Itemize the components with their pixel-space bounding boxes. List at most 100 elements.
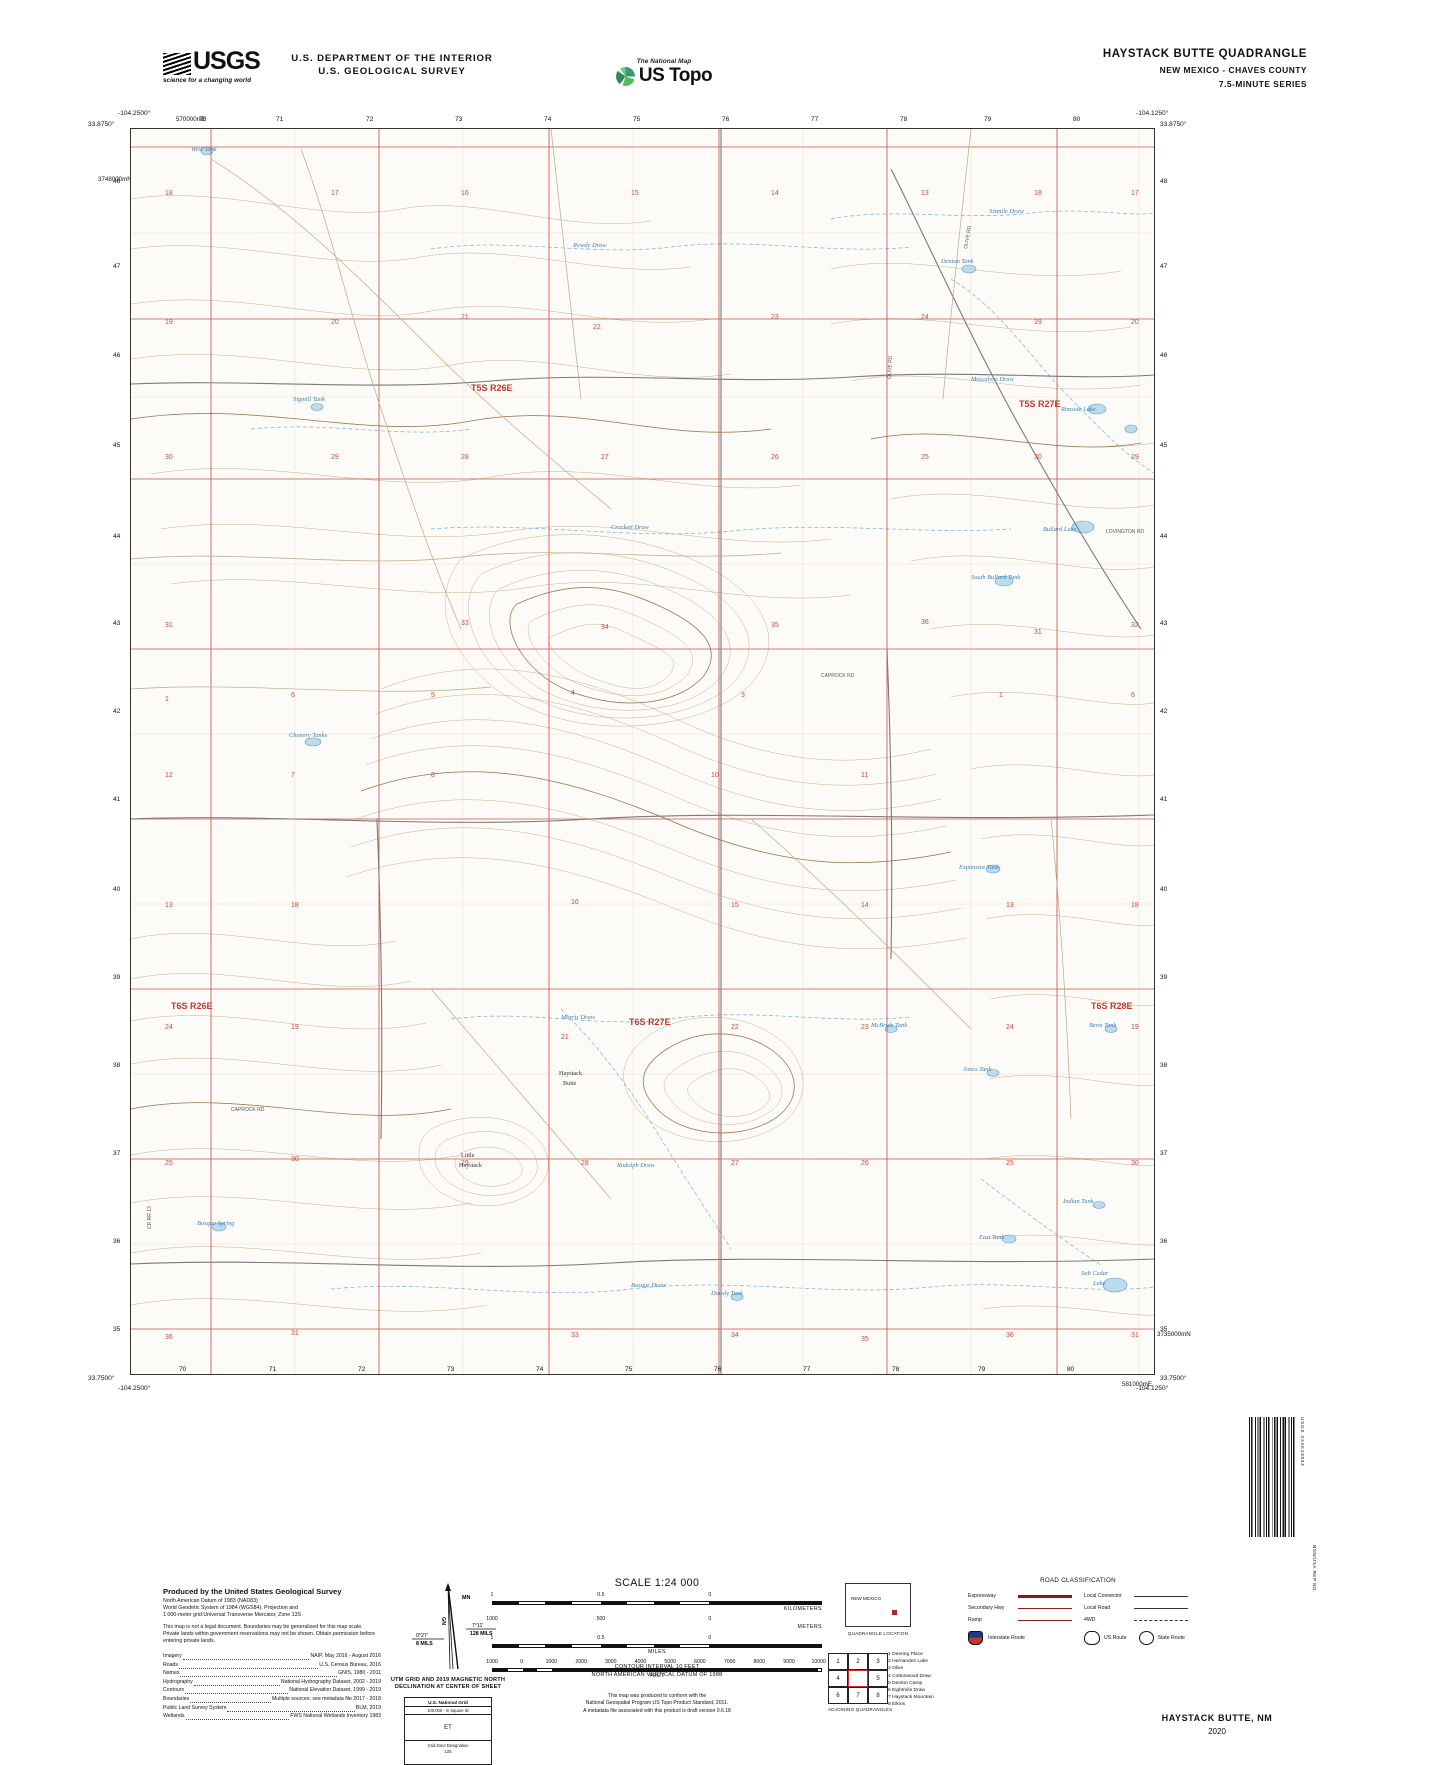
adjoining-cell-current — [847, 1669, 869, 1688]
local-connector-line-icon — [1134, 1595, 1188, 1597]
dot-leader — [180, 1670, 338, 1678]
map-tick-bottom-1: 71 — [269, 1366, 277, 1373]
svg-text:128 MILS: 128 MILS — [470, 1631, 493, 1637]
source-row: Hydrography National Hydrography Dataset,… — [163, 1679, 381, 1688]
us-route-shield-label: US Route — [1104, 1635, 1127, 1641]
dot-leader — [182, 1653, 310, 1660]
declination-caption: UTM GRID AND 2019 MAGNETIC NORTH DECLINA… — [384, 1677, 512, 1692]
map-collar: Produced by the United States Geological… — [0, 1395, 1445, 1765]
dot-leader — [193, 1679, 280, 1686]
svg-text:6: 6 — [1131, 692, 1135, 699]
corner-ne-latitude: 33.8750° — [1160, 121, 1187, 128]
source-key: Hydrography — [163, 1678, 193, 1685]
declination-diagram: MN GN 0°27' 8 MILS 7°11' 128 MILS UTM GR… — [391, 1577, 505, 1697]
state-outline: NEW MEXICO — [845, 1583, 911, 1627]
source-row: Wetlands FWS National Wetlands Inventory … — [163, 1713, 381, 1722]
svg-text:Mescalero Draw: Mescalero Draw — [970, 376, 1015, 383]
map-tick-right-9: 39 — [1160, 974, 1168, 981]
quad-state-county: NEW MEXICO - CHAVES COUNTY — [1159, 65, 1307, 75]
topographic-map[interactable]: 18 17 16 15 14 13 18 17 19 20 21 22 23 24 19 20 30… — [130, 128, 1155, 1375]
scale-label: 500 — [596, 1616, 606, 1622]
map-tick-bottom-10: 80 — [1067, 1366, 1075, 1373]
conformance-line-3: A metadata file associated with this pro… — [583, 1707, 731, 1714]
road-legend-row: Expressway — [968, 1590, 1072, 1602]
source-value: U.S. Census Bureau, 2016 — [319, 1661, 381, 1668]
corner-se-longitude: -104.1250° — [1136, 1385, 1169, 1392]
svg-text:Expansive Tank: Expansive Tank — [958, 864, 999, 871]
svg-text:Little: Little — [461, 1152, 475, 1159]
svg-text:36: 36 — [921, 619, 929, 626]
map-tick-bottom-6: 76 — [714, 1366, 722, 1373]
svg-text:32: 32 — [1131, 622, 1139, 629]
scale-bar-feet: 1000 0 1000 2000 3000 4000 5000 6000 700… — [486, 1659, 826, 1683]
svg-text:23: 23 — [771, 314, 779, 321]
source-row: Boundaries Multiple sources; see metadata… — [163, 1696, 381, 1705]
scale-label: 0 — [520, 1659, 524, 1665]
svg-text:18: 18 — [291, 902, 299, 909]
source-value: BLM, 2019 — [355, 1704, 381, 1711]
source-value: National Hydrography Dataset, 2002 - 201… — [280, 1678, 381, 1685]
scale-label: 3000 — [605, 1659, 617, 1665]
source-value: FWS National Wetlands Inventory 1983 — [290, 1713, 381, 1720]
adjoining-cell: 8 — [867, 1686, 889, 1705]
svg-text:11: 11 — [861, 772, 868, 779]
svg-text:24: 24 — [921, 314, 929, 321]
svg-text:South Bullard Tank: South Bullard Tank — [971, 574, 1020, 581]
map-tick-left-9: 39 — [113, 974, 121, 981]
map-tick-left-6: 42 — [113, 708, 121, 715]
svg-text:24: 24 — [1006, 1024, 1014, 1031]
road-legend-left-column: Expressway Secondary Hwy Ramp Interstate… — [968, 1590, 1072, 1645]
svg-text:6: 6 — [291, 692, 295, 699]
svg-text:T6S R28E: T6S R28E — [1091, 1001, 1133, 1011]
map-tick-top-9: 79 — [984, 116, 992, 123]
svg-text:East Tank: East Tank — [978, 1234, 1004, 1241]
source-key: Boundaries — [163, 1695, 190, 1702]
dot-leader — [179, 1662, 319, 1669]
svg-text:33: 33 — [571, 1332, 579, 1339]
department-block: U.S. DEPARTMENT OF THE INTERIOR U.S. GEO… — [252, 52, 532, 78]
svg-text:8 MILS: 8 MILS — [416, 1641, 433, 1647]
svg-text:4: 4 — [571, 690, 575, 697]
usng-box: U.S. National Grid 100,000 - m Square ID… — [404, 1697, 492, 1765]
svg-text:20: 20 — [1131, 319, 1139, 326]
source-list: Imagery NAIP, May 2016 - August 2016 Road… — [163, 1653, 381, 1722]
svg-text:McBride Tank: McBride Tank — [870, 1022, 907, 1029]
source-key: Wetlands — [163, 1713, 185, 1720]
map-tick-top-2: 72 — [366, 116, 374, 123]
scale-bar-miles: 1 0.5 0 MILES — [491, 1635, 822, 1656]
svg-text:26: 26 — [771, 454, 779, 461]
svg-text:Berts Tank: Berts Tank — [1089, 1022, 1116, 1029]
map-tick-left-0: 48 — [113, 178, 121, 185]
adjoining-cell: 1 — [827, 1652, 849, 1671]
utm-nw-northing: 3748000mN — [98, 176, 132, 183]
svg-text:5: 5 — [431, 692, 435, 699]
svg-text:18: 18 — [1131, 902, 1139, 909]
credits-heading: Produced by the United States Geological… — [163, 1587, 342, 1596]
scale-label: 7000 — [723, 1659, 736, 1665]
svg-text:34: 34 — [601, 624, 609, 631]
svg-text:20: 20 — [331, 319, 339, 326]
svg-text:26: 26 — [861, 1160, 869, 1167]
scale-label: 5000 — [664, 1659, 676, 1665]
svg-text:CAPROCK RD: CAPROCK RD — [821, 673, 855, 679]
scale-label: 1000 — [486, 1616, 498, 1622]
svg-text:19: 19 — [291, 1024, 299, 1031]
contour-interval-block: CONTOUR INTERVAL 10 FEET NORTH AMERICAN … — [492, 1663, 822, 1679]
map-tick-right-0: 48 — [1160, 178, 1168, 185]
corner-sw-latitude: 33.7500° — [88, 1375, 115, 1382]
us-topo-label: US Topo — [638, 65, 713, 86]
svg-text:30: 30 — [165, 454, 173, 461]
scale-unit: KILOMETERS — [783, 1605, 822, 1612]
scale-bar-kilometers: 1 0.5 0 KILOMETERS — [491, 1592, 822, 1613]
road-legend-label: Ramp — [968, 1617, 982, 1623]
us-topo-leaf-icon — [615, 66, 635, 86]
credits-datum-3: 1 000-meter grid:Universal Transverse Me… — [163, 1612, 302, 1619]
svg-text:Denton Tank: Denton Tank — [940, 258, 974, 265]
svg-text:22: 22 — [731, 1024, 739, 1031]
svg-text:34: 34 — [731, 1332, 739, 1339]
svg-text:Jones Tank: Jones Tank — [963, 1066, 992, 1073]
map-tick-bottom-3: 73 — [447, 1366, 455, 1373]
scale-label: 0 — [708, 1592, 712, 1598]
corner-se-latitude: 33.7500° — [1160, 1375, 1187, 1382]
svg-text:MN: MN — [462, 1595, 470, 1601]
